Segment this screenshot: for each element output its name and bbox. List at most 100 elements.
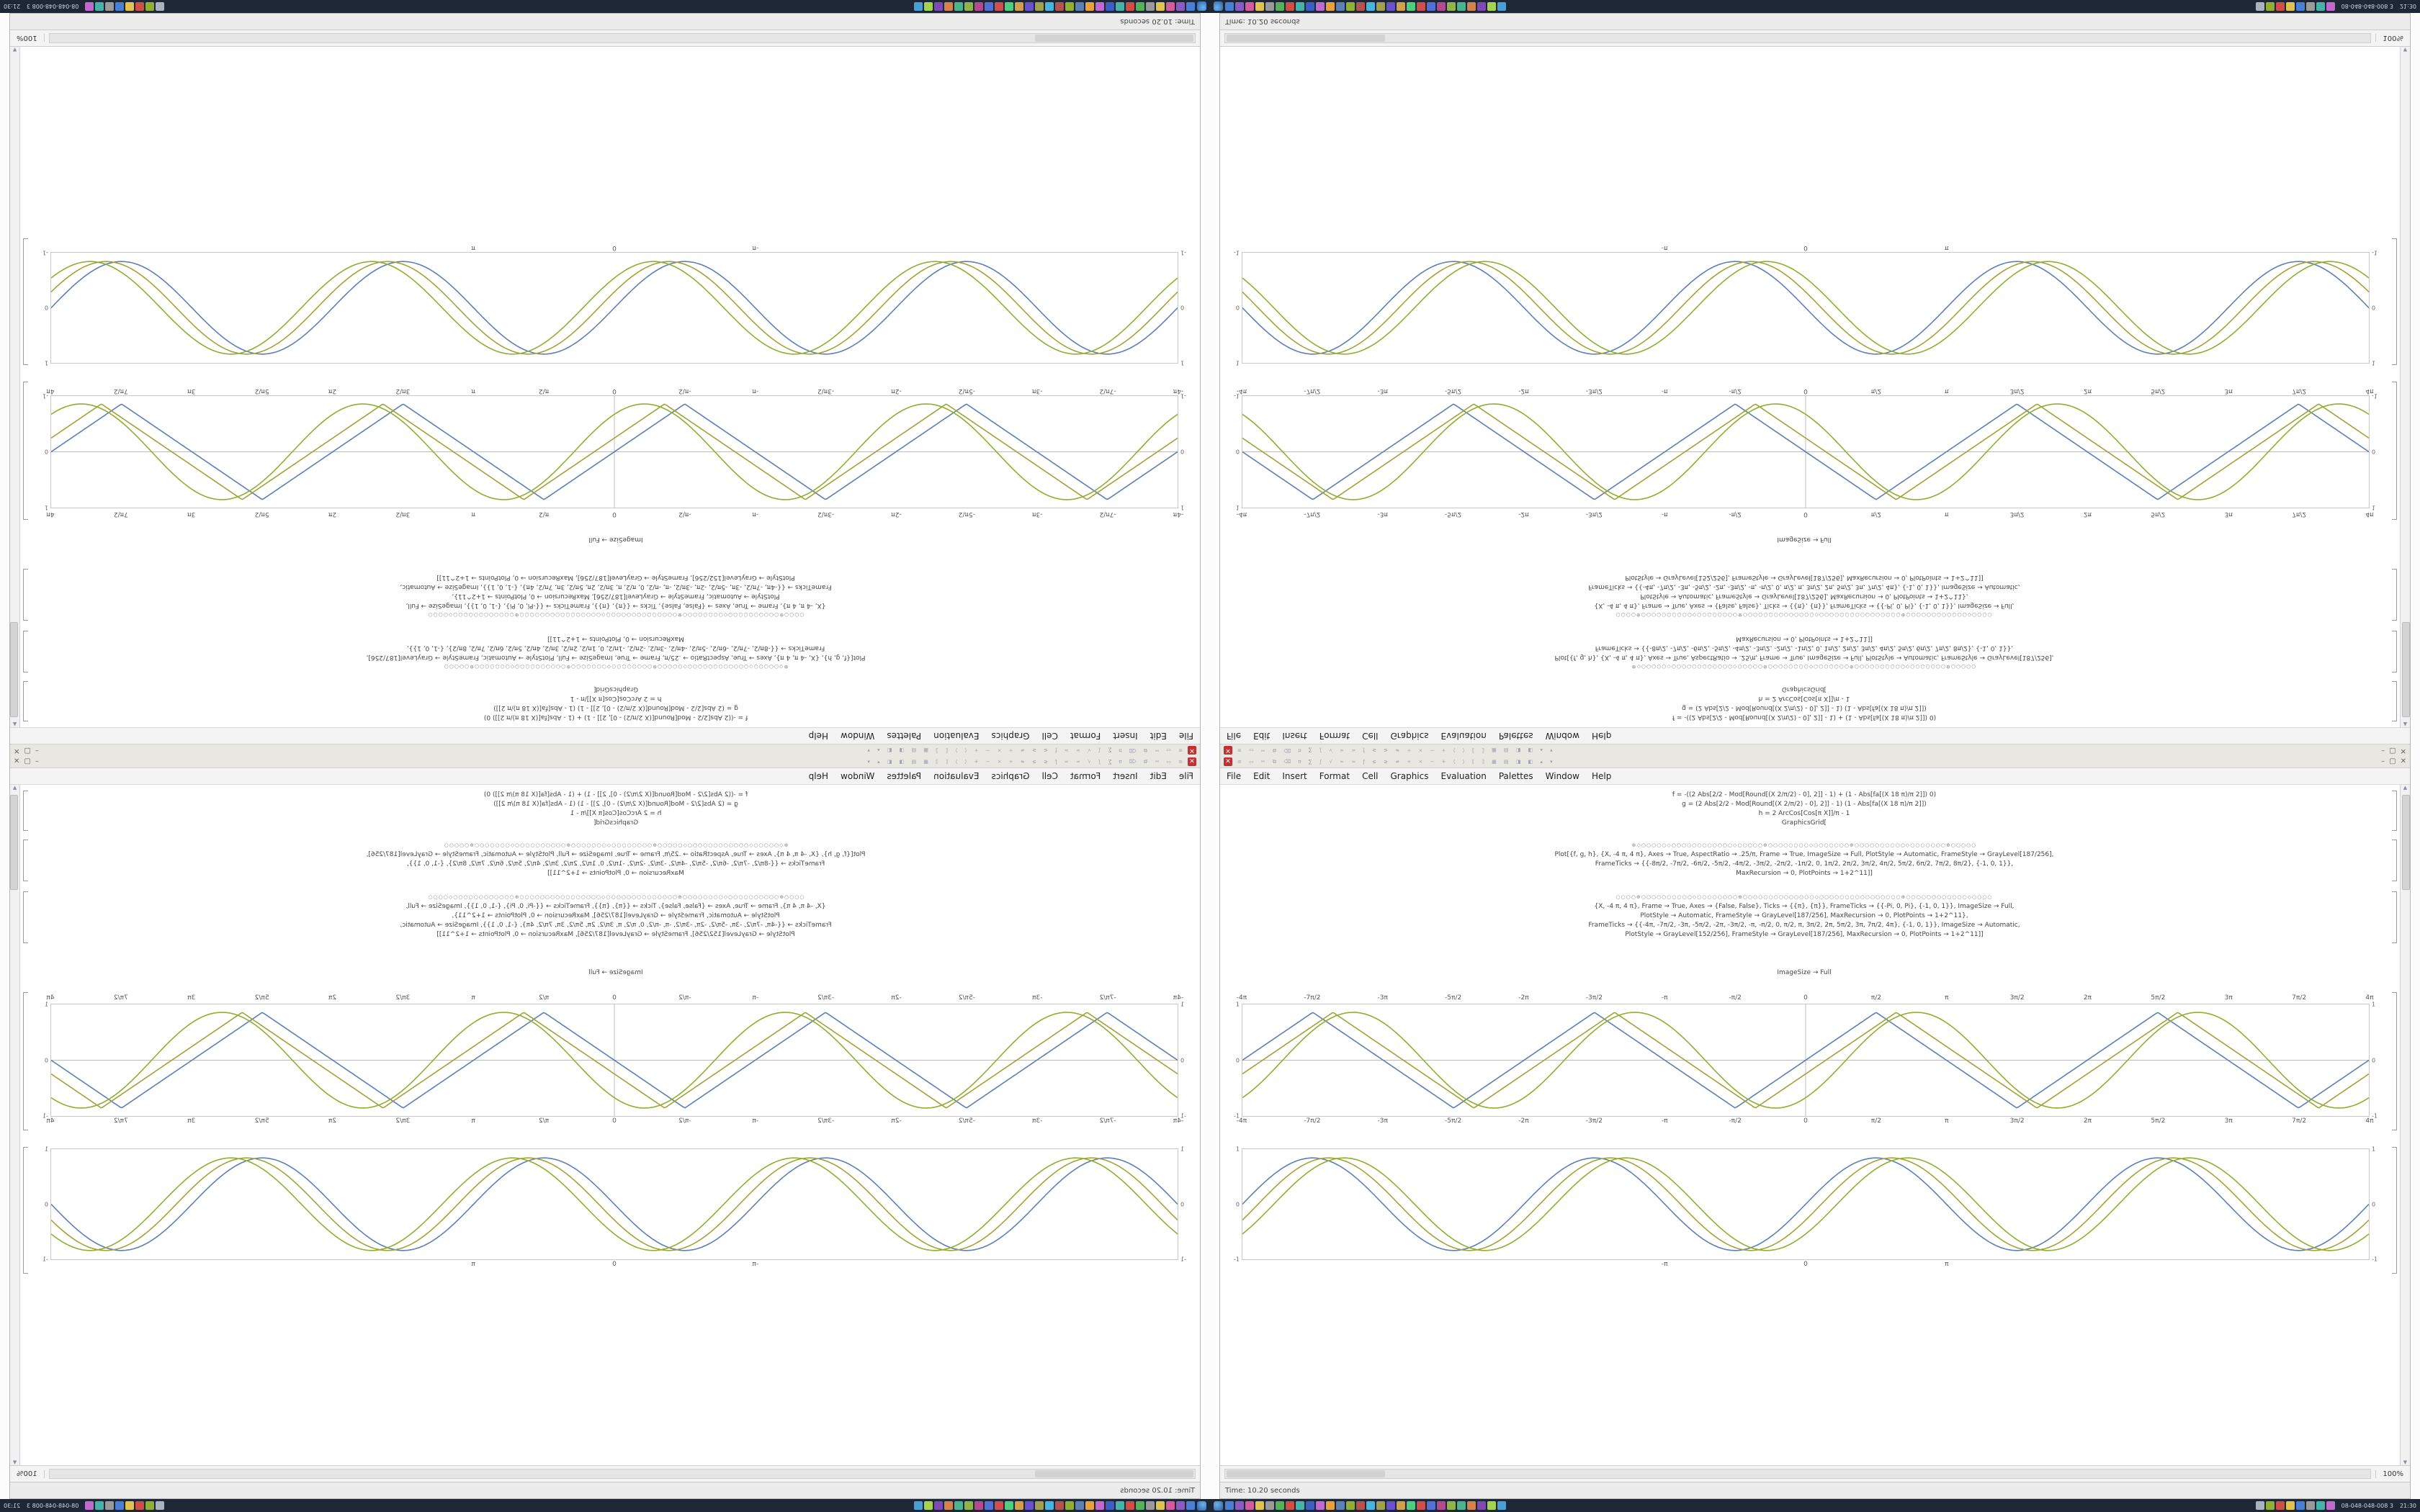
taskbar-app-icon[interactable] (135, 1501, 145, 1510)
taskbar-app-icon[interactable] (1136, 1501, 1144, 1510)
cell-bracket[interactable] (23, 992, 28, 1130)
taskbar-app-icon[interactable] (1045, 1501, 1054, 1510)
taskbar-app-icon[interactable] (1306, 2, 1314, 11)
menu-graphics[interactable]: Graphics (1390, 731, 1429, 741)
taskbar-app-icon[interactable] (2326, 1501, 2335, 1510)
taskbar-app-icon[interactable] (1005, 2, 1013, 11)
taskbar-app-icon[interactable] (1397, 1501, 1405, 1510)
taskbar-app-icon[interactable] (1225, 2, 1234, 11)
scroll-up-arrow[interactable]: ▲ (2403, 785, 2408, 791)
horizontal-scrollbar[interactable] (1224, 33, 2372, 43)
taskbar-app-icon[interactable] (1326, 1501, 1335, 1510)
taskbar-app-icon[interactable] (125, 1501, 135, 1510)
taskbar-app-icon[interactable] (1085, 1501, 1094, 1510)
taskbar-app-icon[interactable] (2285, 2, 2295, 11)
cell-bracket[interactable] (2392, 1147, 2397, 1274)
abort-evaluation-icon[interactable]: ✕ (1188, 746, 1196, 755)
taskbar-app-icon[interactable] (934, 2, 943, 11)
taskbar-app-icon[interactable] (1447, 1501, 1456, 1510)
window-titlebar[interactable]: ✕ ≡ ▭ ✂ ⧉ ⌫ π ∑ ∫ √ ∞ ≈ ƒ ≤ ≥ ≠ ÷ × − + … (1220, 744, 2410, 756)
close-button[interactable]: ✕ (2400, 757, 2406, 765)
minimize-button[interactable]: – (35, 747, 39, 755)
taskbar-app-icon[interactable] (1025, 1501, 1034, 1510)
taskbar-app-icon[interactable] (1497, 1501, 1506, 1510)
taskbar-app-icon[interactable] (1186, 1501, 1195, 1510)
menu-evaluation[interactable]: Evaluation (1440, 771, 1487, 781)
taskbar-app-icon[interactable] (2285, 1501, 2295, 1510)
cell-bracket[interactable] (23, 569, 28, 621)
taskbar-app-icon[interactable] (1146, 1501, 1155, 1510)
code-cell-definitions[interactable]: f = -((2 Abs[2/2 - Mod[Round[(X 2/π/2) -… (1242, 791, 2367, 828)
taskbar-app-icon[interactable] (1156, 1501, 1165, 1510)
code-cell-definitions[interactable]: f = -((2 Abs[2/2 - Mod[Round[(X 2/π/2) -… (53, 791, 1178, 828)
taskbar-app-icon[interactable] (914, 2, 923, 11)
menu-insert[interactable]: Insert (1113, 771, 1138, 781)
scrollbar-thumb[interactable] (2402, 622, 2410, 717)
taskbar-app-icon[interactable] (1015, 1501, 1023, 1510)
menu-insert[interactable]: Insert (1282, 771, 1307, 781)
abort-evaluation-icon[interactable]: ✕ (1188, 757, 1196, 766)
cell-bracket[interactable] (2392, 238, 2397, 365)
taskbar-app-icon[interactable] (1407, 1501, 1415, 1510)
taskbar-app-icon[interactable] (1286, 1501, 1294, 1510)
magnification-control[interactable]: 100% (2375, 1470, 2410, 1478)
notebook-content[interactable]: f = -((2 Abs[2/2 - Mod[Round[(X 2/π/2) -… (1220, 47, 2410, 727)
maximize-button[interactable]: ▢ (24, 757, 31, 765)
taskbar-app-icon[interactable] (2255, 1501, 2264, 1510)
code-cell-imagesize[interactable]: ImageSize → Full (53, 968, 1178, 978)
taskbar-app-icon[interactable] (1255, 1501, 1264, 1510)
code-cell-definitions[interactable]: f = -((2 Abs[2/2 - Mod[Round[(X 2/π/2) -… (1242, 684, 2367, 721)
taskbar-app-icon[interactable] (1386, 1501, 1395, 1510)
hscrollbar-thumb[interactable] (1227, 35, 1385, 42)
taskbar-app-icon[interactable] (1326, 2, 1335, 11)
window-titlebar[interactable]: ✕ ≡ ▭ ✂ ⧉ ⌫ π ∑ ∫ √ ∞ ≈ ƒ ≤ ≥ ≠ ÷ × − + … (10, 756, 1200, 768)
taskbar-app-icon[interactable] (125, 2, 135, 11)
close-button[interactable]: ✕ (14, 747, 20, 755)
taskbar-app-icon[interactable] (1116, 2, 1124, 11)
taskbar-app-icon[interactable] (1447, 2, 1456, 11)
taskbar-app-icon[interactable] (1075, 1501, 1084, 1510)
taskbar-app-icon[interactable] (85, 2, 94, 11)
taskbar-app-icon[interactable] (1235, 2, 1244, 11)
taskbar-app-icon[interactable] (1286, 2, 1294, 11)
menu-help[interactable]: Help (1591, 771, 1612, 781)
taskbar-app-icon[interactable] (1356, 2, 1365, 11)
code-cell-plot-command[interactable]: ⊕◇○○○○○◇○○○○○○○○○○○○◇○○○○○⊕○○○○○○○○◇○○○○… (1242, 634, 2367, 671)
taskbar-app-icon[interactable] (2295, 2, 2305, 11)
menu-help[interactable]: Help (808, 731, 829, 741)
code-cell-plot-options[interactable]: ○○○○⊕○○○○○○○○○○◇○○○○○○○○⊕○○○○○○○○○○○○○○◇… (1242, 893, 2367, 940)
menu-format[interactable]: Format (1070, 731, 1101, 741)
taskbar-app-icon[interactable] (1487, 1501, 1496, 1510)
window-titlebar[interactable]: ✕ ≡ ▭ ✂ ⧉ ⌫ π ∑ ∫ √ ∞ ≈ ƒ ≤ ≥ ≠ ÷ × − + … (1220, 756, 2410, 768)
menu-palettes[interactable]: Palettes (1498, 771, 1533, 781)
taskbar-app-icon[interactable] (954, 2, 963, 11)
cell-bracket[interactable] (2392, 631, 2397, 672)
cell-bracket[interactable] (2392, 891, 2397, 943)
menu-file[interactable]: File (1178, 771, 1193, 781)
taskbar-app-icon[interactable] (1376, 2, 1385, 11)
taskbar-app-icon[interactable] (1346, 2, 1355, 11)
taskbar-app-icon[interactable] (1116, 1501, 1124, 1510)
taskbar-app-icon[interactable] (1366, 2, 1375, 11)
taskbar-app-icon[interactable] (105, 2, 115, 11)
taskbar-app-icon[interactable] (1437, 2, 1446, 11)
taskbar-app-icon[interactable] (1005, 1501, 1013, 1510)
taskbar-app-icon[interactable] (115, 1501, 125, 1510)
taskbar-app-icon[interactable] (2316, 2, 2325, 11)
vertical-scrollbar[interactable]: ▲ ▼ (10, 47, 20, 727)
taskbar-app-icon[interactable] (964, 1501, 973, 1510)
taskbar-app-icon[interactable] (1417, 2, 1425, 11)
taskbar-app-icon[interactable] (1035, 2, 1044, 11)
taskbar-app-icon[interactable] (1095, 2, 1104, 11)
horizontal-scrollbar[interactable] (48, 1469, 1196, 1479)
taskbar-app-icon[interactable] (1015, 2, 1023, 11)
taskbar-app-icon[interactable] (1255, 2, 1264, 11)
cell-bracket[interactable] (2392, 569, 2397, 621)
cell-bracket[interactable] (23, 840, 28, 881)
menu-file[interactable]: File (1227, 771, 1242, 781)
menu-evaluation[interactable]: Evaluation (1440, 731, 1487, 741)
code-cell-plot-command[interactable]: ⊕◇○○○○○◇○○○○○○○○○○○○◇○○○○○⊕○○○○○○○○◇○○○○… (1242, 841, 2367, 878)
taskbar-app-icon[interactable] (1035, 1501, 1044, 1510)
menu-edit[interactable]: Edit (1253, 771, 1270, 781)
taskbar-app-icon[interactable] (924, 2, 933, 11)
